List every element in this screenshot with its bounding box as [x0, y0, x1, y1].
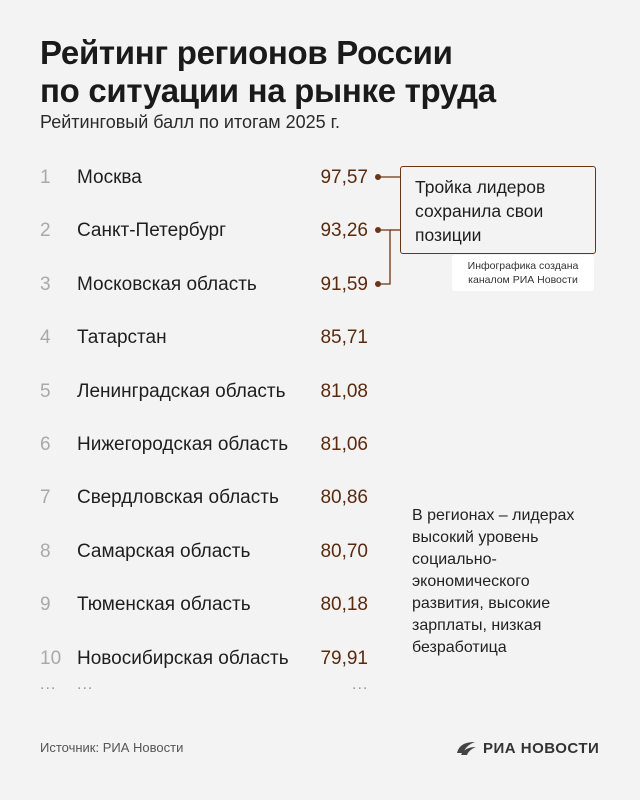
region-label: Татарстан	[77, 327, 167, 349]
leaders-callout: Тройка лидеров сохранила свои позиции	[400, 166, 596, 254]
title-line-2: по ситуации на рынке труда	[40, 72, 496, 109]
rank-label: 8	[40, 540, 51, 562]
note-line: В регионах – лидерах	[412, 507, 575, 524]
region-label: Тюменская область	[77, 594, 251, 616]
rank-label: 5	[40, 380, 51, 402]
ellipsis-rank: ...	[40, 676, 57, 693]
table-row: 4 Татарстан 85,71	[0, 318, 640, 358]
source-text: Источник: РИА Новости	[40, 740, 184, 755]
rank-label: 7	[40, 487, 51, 509]
title-line-1: Рейтинг регионов России	[40, 34, 453, 71]
note-line: высокий уровень	[412, 529, 539, 546]
score-value: 81,08	[320, 380, 368, 402]
note-line: безработица	[412, 639, 507, 656]
region-label: Московская область	[77, 273, 257, 295]
region-label: Самарская область	[77, 540, 251, 562]
score-value: 80,86	[320, 487, 368, 509]
rank-label: 4	[40, 327, 51, 349]
table-row: 10 Новосибирская область 79,91	[0, 639, 640, 679]
table-row: 8 Самарская область 80,70	[0, 532, 640, 572]
rank-label: 3	[40, 273, 51, 295]
page-title: Рейтинг регионов России по ситуации на р…	[40, 34, 600, 110]
region-label: Санкт-Петербург	[77, 220, 227, 242]
note-line: развития, высокие	[412, 595, 551, 612]
table-row: 2 Санкт-Петербург 93,26	[0, 211, 640, 251]
note-line: зарплаты, низкая	[412, 617, 542, 634]
note-line: экономического	[412, 573, 530, 590]
region-label: Нижегородская область	[77, 434, 289, 455]
ria-logo-icon	[457, 742, 476, 755]
rank-label: 9	[40, 594, 51, 616]
score-value: 97,57	[320, 167, 368, 188]
ellipsis-score: ...	[352, 676, 369, 693]
region-label: Новосибирская область	[77, 647, 289, 669]
callout-line-2: сохранила свои	[415, 201, 544, 221]
table-row: 5 Ленинградская область 81,08	[0, 372, 640, 412]
ellipsis-region: ...	[77, 676, 94, 693]
score-value: 79,91	[320, 647, 368, 669]
score-value: 80,18	[320, 594, 368, 616]
credit-line-1: Инфографика создана	[467, 260, 579, 272]
table-row: 1 Москва 97,57	[0, 158, 640, 198]
score-value: 80,70	[320, 540, 368, 562]
score-value: 85,71	[320, 327, 368, 349]
region-label: Ленинградская область	[77, 380, 286, 402]
rank-label: 1	[40, 167, 51, 188]
rank-label: 6	[40, 434, 51, 455]
region-label: Свердловская область	[77, 487, 279, 509]
subtitle: Рейтинговый балл по итогам 2025 г.	[40, 112, 341, 132]
credit-label: Инфографика создана каналом РИА Новости	[452, 255, 594, 291]
rank-label: 2	[40, 220, 51, 242]
credit-line-2: каналом РИА Новости	[468, 274, 578, 286]
score-value: 81,06	[320, 434, 368, 455]
callout-line-3: позиции	[415, 225, 482, 245]
region-label: Москва	[77, 167, 142, 188]
brand-logo: РИА НОВОСТИ	[455, 736, 599, 760]
table-row: 6 Нижегородская область 81,06	[0, 425, 640, 465]
score-value: 91,59	[320, 273, 368, 295]
brand-text: РИА НОВОСТИ	[483, 739, 600, 757]
note-line: социально-	[412, 551, 497, 568]
table-row: 9 Тюменская область 80,18	[0, 585, 640, 625]
score-value: 93,26	[320, 220, 368, 242]
callout-line-1: Тройка лидеров	[415, 177, 546, 197]
table-row: 7 Свердловская область 80,86	[0, 478, 640, 518]
leaders-note: В регионах – лидерах высокий уровень социа…	[412, 505, 612, 659]
table-row: 3 Московская область 91,59	[0, 265, 640, 305]
rank-label: 10	[40, 647, 62, 669]
